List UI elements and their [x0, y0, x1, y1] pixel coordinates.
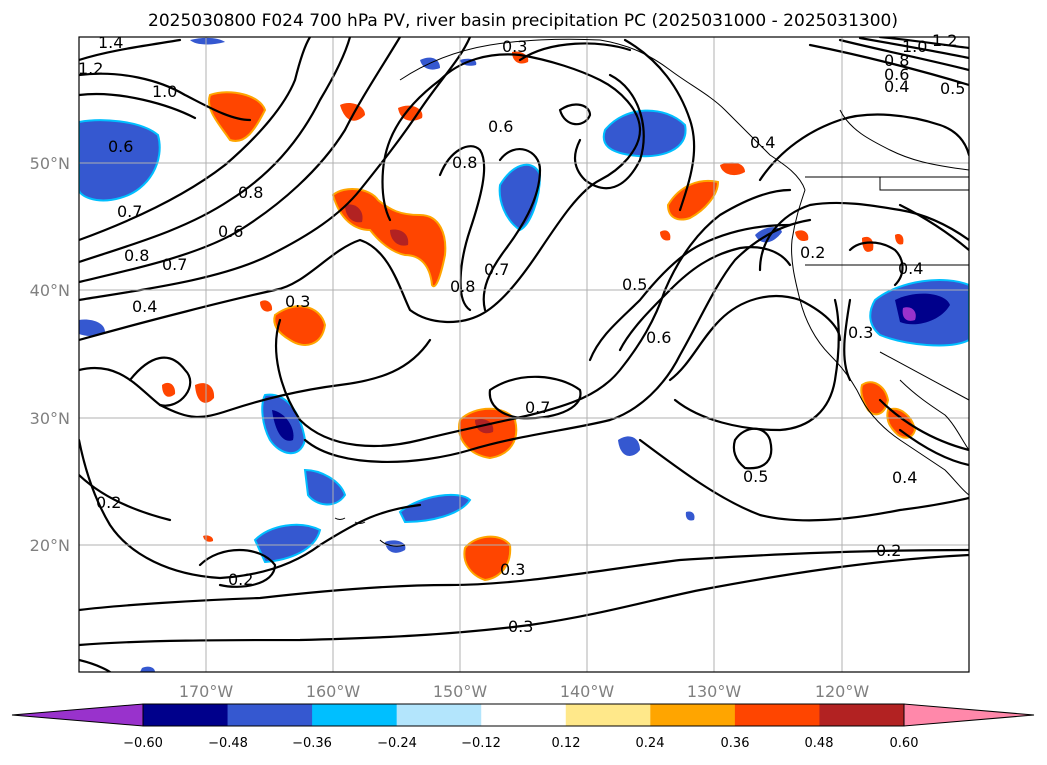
contour-label: 1.2: [78, 59, 103, 78]
colorbar-segment: [312, 704, 398, 726]
contour-label: 0.8: [884, 51, 909, 70]
contour-label: 0.2: [876, 541, 901, 560]
contour-label: 0.6: [884, 65, 909, 84]
contour-label: 0.5: [622, 275, 647, 294]
lat-label: 20°N: [30, 536, 70, 555]
contour-label: 0.7: [162, 255, 187, 274]
contour-label: 0.4: [898, 259, 923, 278]
pv-contours: [79, 37, 969, 672]
colorbar-segment: [481, 704, 567, 726]
contour-label: 0.7: [525, 398, 550, 417]
contour-label: 0.4: [132, 297, 157, 316]
longitude-labels: 170°W 160°W 150°W 140°W 130°W 120°W: [179, 682, 870, 701]
contour-label: 0.7: [484, 260, 509, 279]
lat-label: 40°N: [30, 281, 70, 300]
colorbar-tick: −0.24: [377, 736, 417, 751]
contour-label: 1.4: [98, 33, 123, 52]
contour-label: 0.2: [96, 493, 121, 512]
colorbar-segment: [734, 704, 820, 726]
lat-label: 50°N: [30, 154, 70, 173]
colorbar-tick: −0.48: [208, 736, 248, 751]
lon-label: 170°W: [179, 682, 234, 701]
colorbar-extend-low: [11, 703, 144, 727]
contour-label: 0.3: [285, 292, 310, 311]
gridlines: [79, 37, 969, 672]
colorbar-extend-high: [903, 703, 1035, 727]
chart-title: 2025030800 F024 700 hPa PV, river basin …: [148, 11, 898, 31]
contour-labels: 1.4 1.2 1.0 0.6 0.7 0.8 0.7 0.4 0.8 0.6 …: [78, 31, 965, 636]
contour-label: 0.4: [750, 133, 775, 152]
lon-label: 130°W: [687, 682, 742, 701]
colorbar-tick: 0.24: [636, 736, 665, 751]
contour-label: 0.3: [500, 560, 525, 579]
lat-label: 30°N: [30, 409, 70, 428]
contour-label: 0.4: [884, 77, 909, 96]
contour-label: 0.5: [743, 467, 768, 486]
contour-label: 0.7: [117, 202, 142, 221]
colorbar-ticks: −0.60 −0.48 −0.36 −0.24 −0.12 0.12 0.24 …: [123, 736, 918, 751]
contour-label: 0.2: [228, 570, 253, 589]
contour-label: 0.2: [800, 243, 825, 262]
contour-label: 0.8: [450, 277, 475, 296]
contour-label: 1.0: [902, 37, 927, 56]
colorbar-segment: [227, 704, 313, 726]
contour-label: 0.8: [238, 183, 263, 202]
colorbar: −0.60 −0.48 −0.36 −0.24 −0.12 0.12 0.24 …: [11, 703, 1035, 751]
lon-label: 120°W: [815, 682, 870, 701]
map-frame: [78, 36, 970, 673]
contour-label: 0.8: [452, 153, 477, 172]
colorbar-tick: 0.48: [805, 736, 834, 751]
contour-label: 0.6: [488, 117, 513, 136]
contour-label: 0.3: [502, 37, 527, 56]
lon-label: 150°W: [433, 682, 488, 701]
latitude-labels: 50°N 40°N 30°N 20°N: [30, 154, 70, 555]
map-background: [79, 37, 969, 672]
contour-label: 0.6: [646, 328, 671, 347]
colorbar-segment: [143, 704, 229, 726]
lon-label: 160°W: [306, 682, 361, 701]
coastlines: [334, 38, 969, 547]
contour-label: 0.3: [508, 617, 533, 636]
colorbar-segment: [396, 704, 482, 726]
colorbar-tick: 0.12: [552, 736, 581, 751]
colorbar-tick: 0.36: [721, 736, 750, 751]
contour-label: 0.6: [218, 222, 243, 241]
colorbar-tick: −0.60: [123, 736, 163, 751]
contour-label: 0.3: [848, 323, 873, 342]
colorbar-segment: [650, 704, 736, 726]
contour-label: 0.8: [124, 246, 149, 265]
contour-label: 0.5: [940, 79, 965, 98]
contour-label: 0.6: [108, 137, 133, 156]
contour-label: 1.2: [932, 31, 957, 50]
contour-label: 1.0: [152, 82, 177, 101]
colorbar-segment: [819, 704, 905, 726]
colorbar-segments: [143, 704, 905, 726]
colorbar-outline: [142, 703, 905, 727]
colorbar-tick: −0.36: [292, 736, 332, 751]
colorbar-segment: [565, 704, 651, 726]
colorbar-tick: −0.12: [461, 736, 501, 751]
lon-label: 140°W: [560, 682, 615, 701]
contour-label: 0.4: [892, 468, 917, 487]
colorbar-tick: 0.60: [890, 736, 919, 751]
